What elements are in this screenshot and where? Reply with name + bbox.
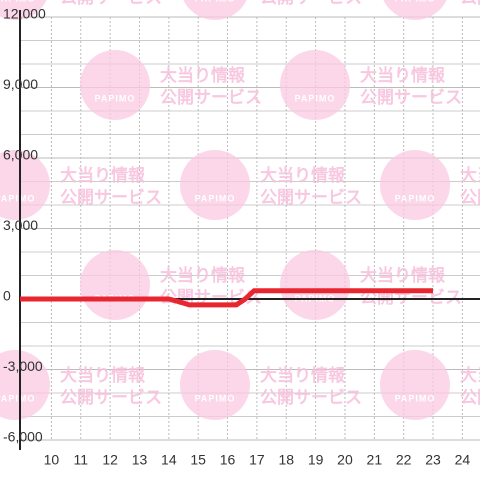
- y-tick-label: 6,000: [3, 147, 38, 163]
- watermark: 公開サービス: [60, 388, 162, 408]
- watermark: [280, 250, 350, 320]
- x-tick-label: 24: [455, 452, 471, 468]
- watermark: 大当り情報: [260, 165, 346, 186]
- watermark: 大当り情報: [60, 165, 146, 186]
- x-tick-label: 11: [73, 452, 88, 468]
- x-tick-label: 12: [102, 452, 118, 468]
- x-tick-label: 20: [337, 452, 353, 468]
- watermark: [280, 50, 350, 120]
- watermark: PAPIMO: [195, 0, 236, 3]
- watermark: 大当り情報: [460, 165, 480, 186]
- watermark: 大当り情報: [460, 365, 480, 386]
- x-tick-label: 18: [278, 452, 294, 468]
- watermark: 公開サービス: [460, 0, 480, 8]
- watermark: PAPIMO: [0, 0, 35, 3]
- watermark: [180, 350, 250, 420]
- watermark: 大当り情報: [360, 65, 446, 86]
- watermark: PAPIMO: [0, 193, 35, 203]
- x-tick-label: 13: [132, 452, 148, 468]
- x-tick-label: 21: [367, 452, 383, 468]
- x-tick-label: 22: [396, 452, 412, 468]
- watermark: 大当り情報: [360, 265, 446, 286]
- watermark: [383, 0, 447, 20]
- watermark: [0, 350, 50, 420]
- x-tick-label: 16: [220, 452, 236, 468]
- watermark: [80, 250, 150, 320]
- watermark: 大当り情報: [160, 265, 246, 286]
- watermark: 公開サービス: [260, 0, 362, 8]
- x-tick-label: 14: [161, 452, 177, 468]
- watermark: PAPIMO: [195, 393, 236, 403]
- y-tick-label: 12,000: [3, 6, 46, 22]
- watermark: 公開サービス: [160, 88, 262, 108]
- y-tick-label: 3,000: [3, 217, 38, 233]
- watermark: [380, 350, 450, 420]
- y-tick-label: 0: [3, 288, 11, 304]
- watermark: PAPIMO: [95, 93, 136, 103]
- x-tick-label: 23: [425, 452, 441, 468]
- watermark: PAPIMO: [0, 393, 35, 403]
- watermark: [0, 0, 47, 20]
- x-tick-label: 17: [249, 452, 265, 468]
- x-tick-label: 15: [190, 452, 206, 468]
- watermark: PAPIMO: [395, 0, 436, 3]
- watermark: 大当り情報: [60, 365, 146, 386]
- y-tick-label: 9,000: [3, 76, 38, 92]
- watermark: PAPIMO: [295, 93, 336, 103]
- watermark: 公開サービス: [60, 0, 162, 8]
- watermark: 公開サービス: [460, 188, 480, 208]
- watermark: [180, 150, 250, 220]
- watermark: [80, 50, 150, 120]
- watermark: PAPIMO: [395, 193, 436, 203]
- x-tick-label: 10: [44, 452, 60, 468]
- watermark: 大当り情報: [260, 365, 346, 386]
- watermark: 公開サービス: [60, 188, 162, 208]
- y-tick-label: -3,000: [3, 358, 43, 374]
- watermark: [0, 150, 50, 220]
- watermark: 公開サービス: [360, 88, 462, 108]
- watermark: 公開サービス: [460, 388, 480, 408]
- x-tick-label: 19: [308, 452, 324, 468]
- y-tick-label: -6,000: [3, 429, 43, 445]
- line: [20, 288, 434, 308]
- watermark: [183, 0, 247, 20]
- watermark: PAPIMO: [395, 393, 436, 403]
- watermark: PAPIMO: [195, 193, 236, 203]
- watermark: 大当り情報: [160, 65, 246, 86]
- watermark: 公開サービス: [260, 388, 362, 408]
- watermark: 公開サービス: [260, 188, 362, 208]
- watermark: [380, 150, 450, 220]
